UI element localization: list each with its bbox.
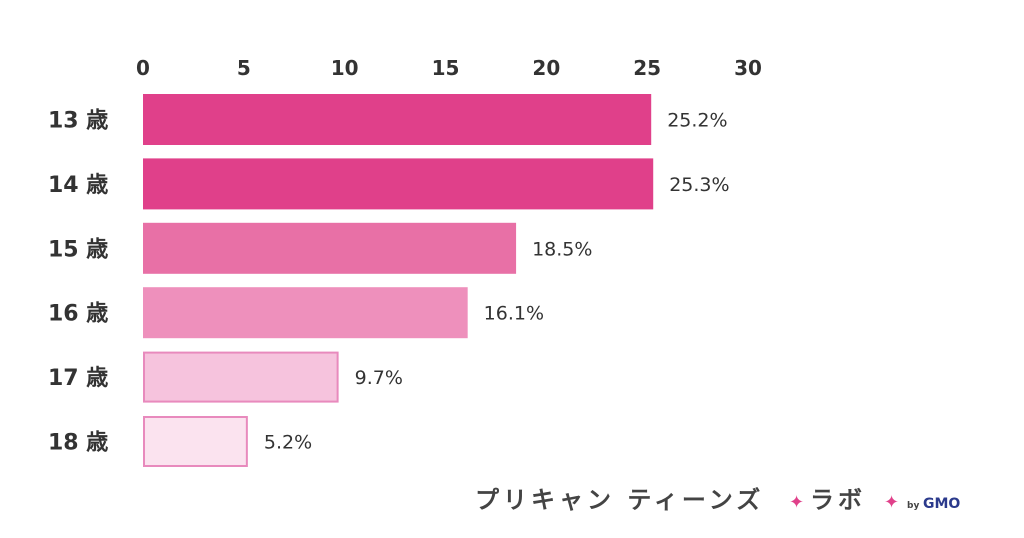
- data-label: 25.2%: [667, 110, 727, 132]
- value-labels: 25.2% 25.3% 18.5% 16.1% 9.7% 5.2%: [264, 110, 730, 454]
- brand-logo: プリキャン ティーンズ ✦ ラボ ✦ by GMO: [475, 486, 960, 514]
- data-label: 16.1%: [484, 303, 544, 325]
- brand-company: GMO: [923, 496, 960, 512]
- data-label: 25.3%: [669, 174, 729, 196]
- x-tick-label: 25: [633, 56, 661, 80]
- x-tick-label: 15: [432, 56, 460, 80]
- category-label: 14 歳: [48, 173, 108, 198]
- bar: [143, 222, 517, 274]
- bar: [143, 416, 248, 467]
- sparkle-icon: ✦: [789, 492, 804, 513]
- x-tick-label: 20: [532, 56, 560, 80]
- bars-group: [143, 94, 654, 467]
- brand-name: プリキャン ティーンズ: [475, 486, 764, 514]
- x-axis-ticks: 0 5 10 15 20 25 30: [136, 56, 762, 80]
- data-label: 5.2%: [264, 432, 312, 454]
- data-label: 9.7%: [355, 367, 403, 389]
- category-label: 13 歳: [48, 109, 108, 134]
- x-tick-label: 30: [734, 56, 762, 80]
- brand-by: by: [907, 501, 919, 511]
- bar: [143, 287, 468, 339]
- category-label: 17 歳: [48, 366, 108, 391]
- bar: [143, 351, 339, 403]
- x-tick-label: 10: [331, 56, 359, 80]
- category-labels: 13 歳 14 歳 15 歳 16 歳 17 歳 18 歳: [48, 109, 108, 456]
- bar: [143, 94, 652, 145]
- x-tick-label: 0: [136, 56, 150, 80]
- brand-lab: ラボ: [810, 486, 866, 514]
- category-label: 16 歳: [48, 302, 108, 327]
- bar: [143, 158, 654, 210]
- x-tick-label: 5: [237, 56, 251, 80]
- data-label: 18.5%: [532, 238, 592, 260]
- category-label: 18 歳: [48, 431, 108, 456]
- sparkle-icon: ✦: [884, 492, 899, 513]
- category-label: 15 歳: [48, 237, 108, 262]
